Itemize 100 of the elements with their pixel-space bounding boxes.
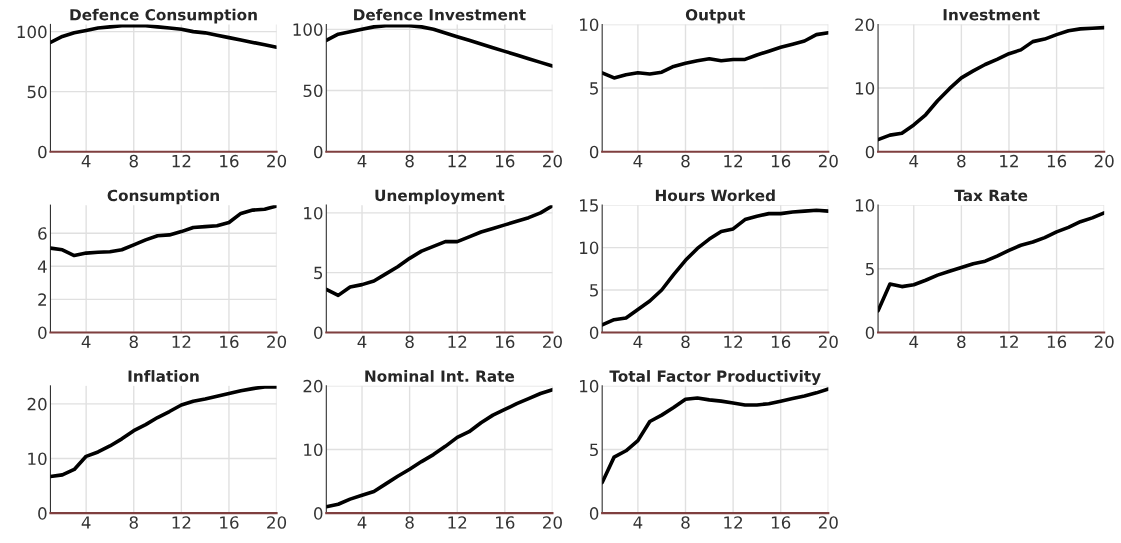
line-series bbox=[50, 385, 277, 479]
x-tick-label: 12 bbox=[448, 516, 467, 529]
x-tick-label: 16 bbox=[1047, 154, 1067, 168]
y-tick-label: 10 bbox=[855, 82, 875, 95]
x-tick-label: 20 bbox=[818, 335, 838, 349]
y-tick-label: 15 bbox=[580, 199, 598, 212]
chart-title: Total Factor Productivity bbox=[609, 370, 821, 385]
line-series bbox=[878, 210, 1105, 313]
x-tick-label: 12 bbox=[172, 154, 191, 168]
y-tick-label: 5 bbox=[590, 82, 598, 95]
x-tick-label: 20 bbox=[818, 154, 838, 168]
x-tick-label: 16 bbox=[220, 335, 239, 349]
x-tick-label: 8 bbox=[405, 335, 414, 349]
x-tick-label: 20 bbox=[543, 154, 562, 168]
y-tick-label: 20 bbox=[303, 379, 323, 393]
x-tick-label: 20 bbox=[543, 335, 562, 349]
x-tick-label: 20 bbox=[1094, 335, 1114, 349]
y-tick-label: 50 bbox=[303, 84, 323, 98]
y-tick-label: 5 bbox=[590, 443, 598, 457]
x-tick-label: 20 bbox=[267, 154, 287, 168]
chart-title: Inflation bbox=[128, 370, 199, 382]
x-tick-label: 20 bbox=[267, 516, 287, 529]
x-tick-label: 16 bbox=[496, 154, 515, 168]
x-tick-label: 16 bbox=[771, 154, 791, 168]
y-tick-label: 0 bbox=[589, 507, 599, 520]
x-tick-label: 16 bbox=[220, 154, 239, 168]
x-tick-label: 4 bbox=[81, 516, 91, 529]
chart-title: Hours Worked bbox=[655, 189, 775, 202]
y-tick-label: 10 bbox=[304, 206, 323, 220]
x-tick-label: 4 bbox=[81, 335, 91, 348]
x-tick-label: 8 bbox=[681, 154, 690, 168]
x-tick-label: 16 bbox=[1047, 335, 1067, 349]
y-tick-label: 20 bbox=[27, 397, 47, 411]
chart-title: Consumption bbox=[107, 189, 219, 205]
chart-title: Defence Investment bbox=[354, 8, 526, 21]
x-tick-label: 12 bbox=[1000, 335, 1018, 348]
chart-title: Unemployment bbox=[375, 189, 505, 205]
y-tick-label: 0 bbox=[38, 326, 47, 339]
x-tick-label: 12 bbox=[724, 335, 743, 348]
chart-title: Tax Rate bbox=[954, 189, 1028, 202]
y-tick-label: 100 bbox=[17, 25, 47, 39]
y-tick-label: 20 bbox=[855, 18, 875, 31]
line-series bbox=[326, 205, 553, 298]
y-tick-label: 10 bbox=[28, 452, 47, 466]
y-tick-label: 10 bbox=[855, 199, 875, 212]
x-tick-label: 20 bbox=[1094, 154, 1114, 168]
y-tick-label: 0 bbox=[38, 145, 47, 159]
line-series bbox=[602, 30, 829, 80]
x-tick-label: 20 bbox=[267, 335, 287, 349]
x-tick-label: 16 bbox=[771, 516, 791, 529]
x-tick-label: 20 bbox=[818, 516, 838, 529]
y-tick-label: 0 bbox=[38, 507, 47, 520]
x-tick-label: 12 bbox=[448, 335, 467, 348]
line-series bbox=[50, 24, 277, 50]
y-tick-label: 0 bbox=[314, 145, 323, 159]
y-tick-label: 0 bbox=[589, 145, 599, 159]
y-tick-label: 10 bbox=[580, 379, 599, 393]
x-tick-label: 16 bbox=[771, 335, 791, 349]
y-tick-label: 5 bbox=[865, 262, 874, 276]
y-tick-label: 0 bbox=[314, 326, 323, 339]
x-tick-label: 12 bbox=[724, 154, 743, 168]
y-tick-label: 0 bbox=[314, 507, 323, 520]
y-tick-label: 10 bbox=[580, 241, 599, 255]
y-tick-label: 10 bbox=[304, 443, 323, 457]
y-tick-label: 50 bbox=[27, 85, 47, 99]
x-tick-label: 4 bbox=[633, 335, 643, 348]
x-tick-label: 8 bbox=[405, 154, 414, 168]
y-tick-label: 0 bbox=[865, 145, 875, 159]
x-tick-label: 8 bbox=[957, 154, 966, 168]
y-tick-label: 5 bbox=[314, 266, 323, 280]
y-tick-label: 6 bbox=[38, 227, 47, 240]
x-tick-label: 8 bbox=[681, 516, 690, 529]
y-tick-label: 0 bbox=[865, 326, 875, 339]
x-tick-label: 12 bbox=[1000, 154, 1018, 168]
x-tick-label: 16 bbox=[220, 516, 239, 529]
x-tick-label: 12 bbox=[172, 335, 191, 348]
y-tick-label: 10 bbox=[580, 18, 599, 31]
x-tick-label: 8 bbox=[129, 154, 138, 168]
x-tick-label: 12 bbox=[172, 516, 191, 529]
x-tick-label: 4 bbox=[909, 335, 919, 348]
y-tick-label: 4 bbox=[37, 260, 47, 273]
x-tick-label: 8 bbox=[957, 335, 966, 349]
x-tick-label: 4 bbox=[81, 154, 91, 168]
x-tick-label: 4 bbox=[633, 154, 643, 168]
line-series bbox=[326, 24, 553, 68]
x-tick-label: 4 bbox=[909, 154, 919, 168]
y-tick-label: 0 bbox=[589, 326, 599, 339]
chart-title: Defence Consumption bbox=[70, 8, 257, 24]
x-tick-label: 8 bbox=[681, 335, 690, 349]
x-tick-label: 8 bbox=[129, 335, 138, 349]
x-tick-label: 4 bbox=[357, 516, 367, 529]
x-tick-label: 20 bbox=[543, 516, 562, 529]
y-tick-label: 100 bbox=[293, 23, 323, 36]
x-tick-label: 8 bbox=[129, 516, 138, 529]
chart-title: Output bbox=[685, 8, 746, 24]
chart-title: Investment bbox=[943, 9, 1040, 21]
y-tick-label: 2 bbox=[38, 293, 46, 306]
x-tick-label: 12 bbox=[724, 516, 743, 529]
x-tick-label: 4 bbox=[357, 154, 367, 168]
line-series bbox=[50, 205, 277, 258]
